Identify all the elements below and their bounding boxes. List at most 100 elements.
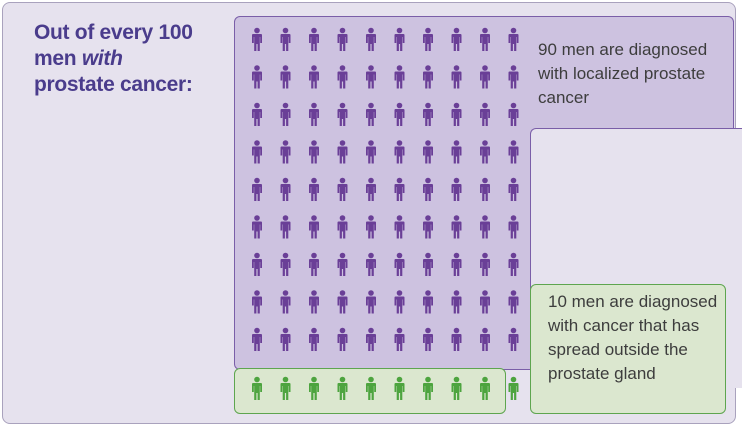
person-icon-localized	[252, 215, 262, 239]
person-icon-spread	[309, 376, 319, 400]
person-icon-localized	[508, 252, 519, 276]
person-icon-localized	[451, 252, 462, 276]
person-icon-localized	[423, 177, 433, 201]
person-icon-localized	[508, 290, 519, 314]
person-icon-localized	[252, 290, 262, 314]
person-icon-localized	[280, 102, 291, 126]
person-icon-localized	[451, 140, 462, 164]
person-icon-localized	[423, 140, 433, 164]
person-icon-localized	[337, 177, 348, 201]
person-icon-localized	[423, 215, 433, 239]
person-icon-localized	[280, 290, 291, 314]
person-icon-localized	[280, 27, 291, 51]
person-icon-localized	[423, 327, 433, 351]
person-icon-localized	[252, 65, 262, 89]
person-icon-localized	[508, 102, 519, 126]
person-icon-localized	[451, 290, 462, 314]
person-icon-localized	[451, 27, 462, 51]
spread-label-box	[530, 284, 726, 414]
person-icon-localized	[309, 65, 319, 89]
person-icon-localized	[394, 252, 405, 276]
person-icon-localized	[480, 27, 490, 51]
person-icon-localized	[480, 215, 490, 239]
person-icon-localized	[394, 215, 405, 239]
person-icon-localized	[252, 327, 262, 351]
person-icon-spread	[394, 376, 405, 400]
person-icon-localized	[337, 140, 348, 164]
heading-line-2-emphasis: with	[81, 47, 123, 70]
person-icon-localized	[252, 252, 262, 276]
person-icon-localized	[337, 27, 348, 51]
person-icon-localized	[252, 102, 262, 126]
person-icon-localized	[480, 290, 490, 314]
person-icon-localized	[252, 140, 262, 164]
person-icon-localized	[480, 327, 490, 351]
person-icon-localized	[394, 140, 405, 164]
person-icon-localized	[309, 102, 319, 126]
person-icon-localized	[366, 252, 376, 276]
person-icon-spread	[480, 376, 490, 400]
person-icon-localized	[337, 65, 348, 89]
person-icon-localized	[309, 140, 319, 164]
person-icon-localized	[280, 65, 291, 89]
person-icon-localized	[337, 327, 348, 351]
person-icon-spread	[337, 376, 348, 400]
person-icon-localized	[394, 65, 405, 89]
person-icon-localized	[480, 65, 490, 89]
spread-label: 10 men are diagnosed with cancer that ha…	[548, 292, 718, 383]
person-icon-spread	[366, 376, 376, 400]
person-icon-localized	[337, 252, 348, 276]
person-icon-localized	[508, 327, 519, 351]
person-icon-spread	[423, 376, 433, 400]
heading-line-3: prostate cancer:	[34, 73, 193, 96]
person-icon-localized	[309, 177, 319, 201]
person-icon-spread	[280, 376, 291, 400]
person-icon-localized	[508, 65, 519, 89]
person-icon-localized	[309, 290, 319, 314]
person-icon-localized	[480, 140, 490, 164]
person-icon-spread	[451, 376, 462, 400]
person-icon-localized	[423, 27, 433, 51]
person-icon-localized	[394, 27, 405, 51]
heading-line-2: men with	[34, 46, 224, 72]
person-icon-localized	[394, 290, 405, 314]
person-icon-localized	[394, 177, 405, 201]
heading-line-1: Out of every 100	[34, 21, 193, 44]
person-icon-localized	[451, 215, 462, 239]
person-icon-localized	[423, 252, 433, 276]
person-icon-localized	[252, 177, 262, 201]
heading: Out of every 100 men with prostate cance…	[34, 20, 224, 98]
person-icon-localized	[508, 140, 519, 164]
person-icon-localized	[366, 215, 376, 239]
person-icon-localized	[366, 327, 376, 351]
person-icon-localized	[309, 327, 319, 351]
person-icon-localized	[309, 215, 319, 239]
person-icon-localized	[423, 290, 433, 314]
person-icon-localized	[366, 27, 376, 51]
person-icon-localized	[337, 215, 348, 239]
person-icon-localized	[423, 65, 433, 89]
person-icon-localized	[394, 102, 405, 126]
person-icon-localized	[280, 252, 291, 276]
person-icon-localized	[451, 177, 462, 201]
heading-line-2-prefix: men	[34, 47, 82, 70]
person-icon-localized	[366, 140, 376, 164]
person-icon-spread	[252, 376, 262, 400]
person-icon-localized	[280, 177, 291, 201]
person-icon-localized	[366, 290, 376, 314]
person-icon-localized	[480, 102, 490, 126]
person-icon-localized	[451, 65, 462, 89]
person-icon-localized	[366, 177, 376, 201]
person-icon-localized	[451, 102, 462, 126]
person-icon-localized	[337, 102, 348, 126]
person-icon-localized	[508, 177, 519, 201]
person-icon-localized	[337, 290, 348, 314]
person-icon-localized	[280, 327, 291, 351]
person-icon-localized	[508, 27, 519, 51]
person-icon-localized	[309, 252, 319, 276]
person-icon-localized	[309, 27, 319, 51]
person-icon-localized	[280, 215, 291, 239]
person-icon-localized	[280, 140, 291, 164]
person-icon-localized	[480, 252, 490, 276]
